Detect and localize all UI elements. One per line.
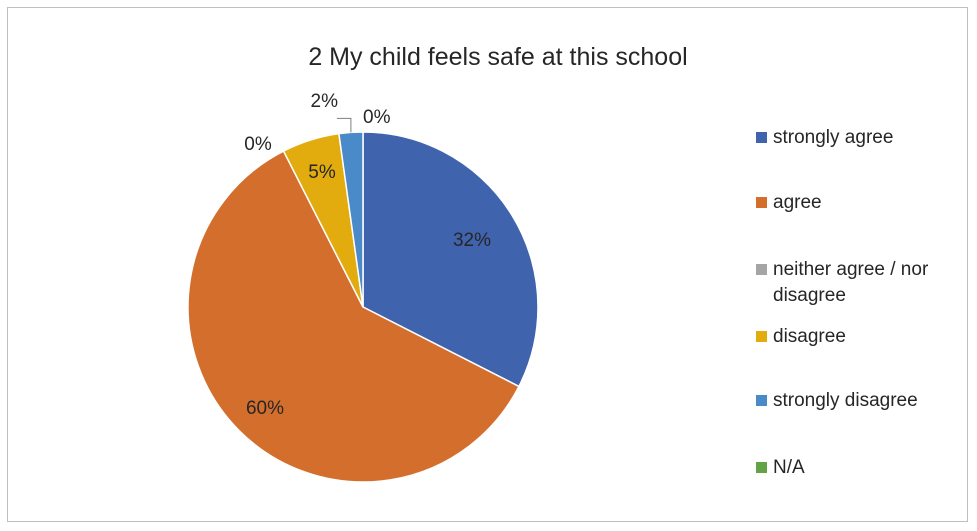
legend-item-strongly-agree: strongly agree bbox=[756, 127, 893, 148]
data-label-n-a: 0% bbox=[363, 107, 391, 128]
data-label-agree: 60% bbox=[246, 398, 284, 419]
legend-label: strongly disagree bbox=[773, 390, 918, 411]
legend-swatch bbox=[756, 395, 767, 406]
pie-slice-agree bbox=[187, 150, 520, 483]
legend-swatch bbox=[756, 132, 767, 143]
leader-line-strongly-disagree bbox=[336, 117, 352, 133]
data-labels: 32% 60% 0% 5% 2% 0% bbox=[244, 91, 491, 419]
legend-swatch bbox=[756, 197, 767, 208]
legend-item-strongly-disagree: strongly disagree bbox=[756, 390, 918, 411]
legend-swatch bbox=[756, 331, 767, 342]
data-label-strongly-agree: 32% bbox=[453, 230, 491, 251]
data-label-disagree: 5% bbox=[308, 162, 336, 183]
legend-item-n-a: N/A bbox=[756, 457, 805, 478]
legend-item-disagree: disagree bbox=[756, 326, 846, 347]
legend-label: disagree bbox=[773, 285, 846, 306]
legend-label: N/A bbox=[773, 457, 805, 478]
data-label-strongly-disagree: 2% bbox=[311, 91, 339, 112]
legend-label: disagree bbox=[773, 326, 846, 347]
legend-label: strongly agree bbox=[773, 127, 893, 148]
legend-swatch bbox=[756, 264, 767, 275]
pie-slices bbox=[187, 131, 539, 483]
leader-lines bbox=[336, 117, 352, 133]
pie-slice-strongly-disagree bbox=[338, 131, 364, 308]
chart-title: 2 My child feels safe at this school bbox=[308, 43, 687, 71]
legend-swatch bbox=[756, 462, 767, 473]
legend-item-neither-agree-nor-disagree: neither agree / nor disagree bbox=[756, 259, 929, 306]
data-label-neither-agree-nor-disagree: 0% bbox=[244, 134, 272, 155]
legend-item-agree: agree bbox=[756, 192, 822, 213]
pie-slice-strongly-agree bbox=[362, 131, 539, 388]
legend-label: agree bbox=[773, 192, 822, 213]
legend: strongly agree agree neither agree / nor di… bbox=[756, 127, 929, 478]
legend-label: neither agree / nor bbox=[773, 259, 929, 280]
